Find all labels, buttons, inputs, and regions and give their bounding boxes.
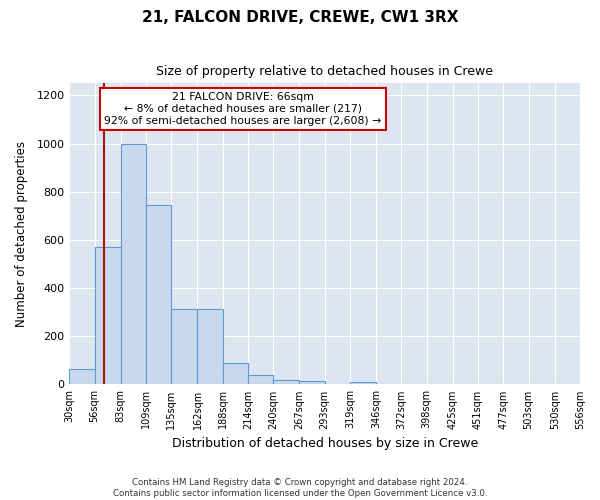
Text: 21, FALCON DRIVE, CREWE, CW1 3RX: 21, FALCON DRIVE, CREWE, CW1 3RX: [142, 10, 458, 25]
Bar: [248, 375, 273, 384]
Text: Contains HM Land Registry data © Crown copyright and database right 2024.
Contai: Contains HM Land Registry data © Crown c…: [113, 478, 487, 498]
Bar: [70, 369, 95, 384]
Text: 21 FALCON DRIVE: 66sqm
← 8% of detached houses are smaller (217)
92% of semi-det: 21 FALCON DRIVE: 66sqm ← 8% of detached …: [104, 92, 382, 126]
Title: Size of property relative to detached houses in Crewe: Size of property relative to detached ho…: [156, 65, 493, 78]
Bar: [223, 363, 248, 384]
Bar: [146, 205, 171, 384]
Bar: [273, 380, 299, 384]
Bar: [197, 308, 223, 384]
Bar: [121, 144, 146, 384]
X-axis label: Distribution of detached houses by size in Crewe: Distribution of detached houses by size …: [172, 437, 478, 450]
Bar: [171, 308, 197, 384]
Bar: [350, 382, 376, 384]
Bar: [299, 381, 325, 384]
Y-axis label: Number of detached properties: Number of detached properties: [15, 141, 28, 327]
Bar: [95, 247, 121, 384]
